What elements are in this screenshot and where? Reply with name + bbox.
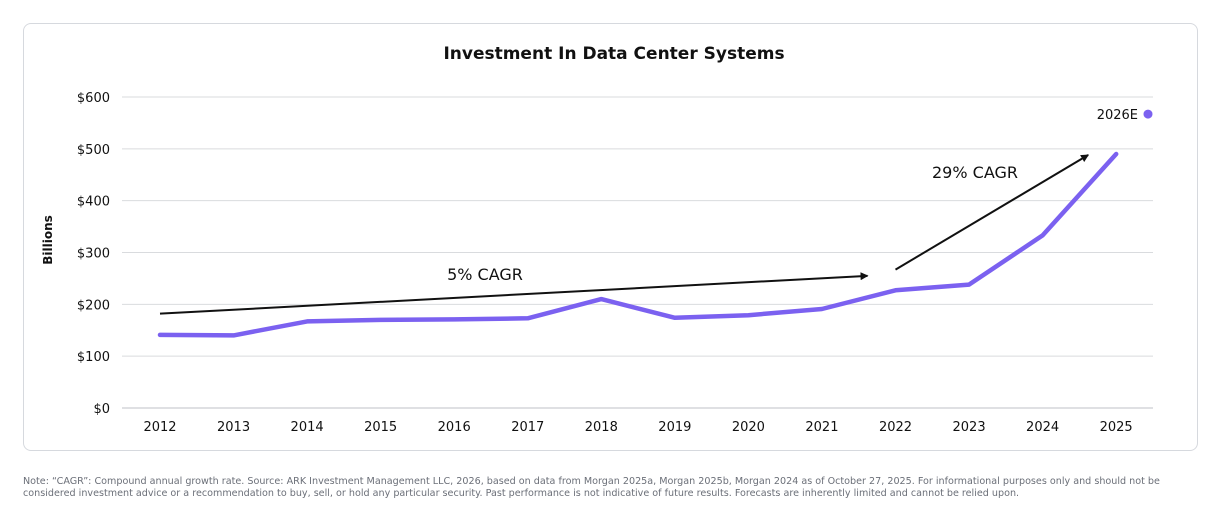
x-tick-label: 2023 <box>953 420 986 435</box>
y-tick-label: $400 <box>77 195 110 210</box>
x-tick-label: 2017 <box>511 420 544 435</box>
y-tick-label: $0 <box>93 402 110 417</box>
y-tick-label: $200 <box>77 298 110 313</box>
x-tick-label: 2019 <box>658 420 691 435</box>
x-tick-label: 2015 <box>364 420 397 435</box>
x-tick-label: 2025 <box>1100 420 1133 435</box>
estimate-point <box>1143 109 1153 119</box>
x-tick-label: 2024 <box>1026 420 1059 435</box>
chart-title: Investment In Data Center Systems <box>443 44 785 64</box>
x-tick-label: 2016 <box>438 420 471 435</box>
x-tick-label: 2018 <box>585 420 618 435</box>
y-tick-label: $600 <box>77 91 110 106</box>
x-tick-label: 2020 <box>732 420 765 435</box>
cagr-arrow <box>894 154 1090 271</box>
x-tick-label: 2013 <box>217 420 250 435</box>
cagr-arrow <box>159 272 869 315</box>
estimate-label: 2026E <box>1097 108 1138 123</box>
y-tick-label: $100 <box>77 350 110 365</box>
annotation-label: 29% CAGR <box>932 163 1018 182</box>
x-tick-label: 2021 <box>805 420 838 435</box>
x-tick-label: 2022 <box>879 420 912 435</box>
chart-card <box>23 23 1198 451</box>
annotation-label: 5% CAGR <box>447 265 523 284</box>
series-line <box>157 151 1119 338</box>
x-tick-label: 2014 <box>291 420 324 435</box>
y-tick-label: $500 <box>77 143 110 158</box>
y-tick-label: $300 <box>77 247 110 262</box>
x-tick-label: 2012 <box>143 420 176 435</box>
footnote: Note: “CAGR”: Compound annual growth rat… <box>23 476 1160 499</box>
